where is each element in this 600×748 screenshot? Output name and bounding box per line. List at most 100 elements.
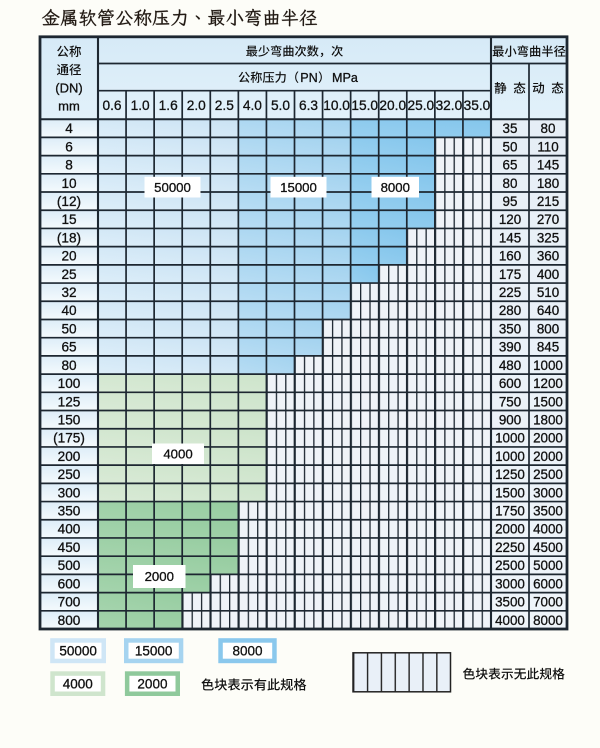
svg-text:15000: 15000 [135, 644, 173, 659]
svg-text:390: 390 [499, 340, 521, 355]
svg-text:400: 400 [537, 267, 559, 282]
svg-text:2000: 2000 [495, 522, 525, 537]
svg-text:1750: 1750 [495, 504, 525, 519]
svg-text:32: 32 [61, 285, 76, 300]
svg-text:120: 120 [499, 212, 521, 227]
svg-text:6000: 6000 [533, 576, 563, 591]
svg-text:2000: 2000 [137, 676, 167, 691]
svg-text:250: 250 [58, 467, 81, 482]
svg-text:350: 350 [499, 321, 521, 336]
svg-text:95: 95 [503, 194, 518, 209]
svg-text:35: 35 [503, 121, 518, 136]
svg-text:6.3: 6.3 [299, 98, 318, 113]
svg-text:25: 25 [61, 267, 76, 282]
svg-text:80: 80 [541, 121, 556, 136]
svg-text:1200: 1200 [533, 376, 563, 391]
svg-text:800: 800 [58, 613, 81, 628]
svg-text:1.6: 1.6 [159, 98, 178, 113]
svg-text:4000: 4000 [495, 613, 525, 628]
svg-text:80: 80 [61, 358, 77, 373]
svg-text:600: 600 [499, 376, 521, 391]
svg-text:640: 640 [537, 303, 559, 318]
svg-text:1800: 1800 [533, 412, 563, 427]
svg-text:125: 125 [58, 394, 81, 409]
svg-text:mm: mm [58, 99, 80, 114]
svg-text:50: 50 [61, 321, 77, 336]
svg-text:32.0: 32.0 [436, 98, 463, 113]
svg-text:2000: 2000 [533, 449, 563, 464]
svg-text:225: 225 [499, 285, 521, 300]
svg-text:80: 80 [503, 176, 518, 191]
svg-text:4000: 4000 [533, 522, 563, 537]
svg-text:MPa: MPa [332, 71, 358, 85]
svg-text:50: 50 [503, 139, 518, 154]
svg-text:40: 40 [61, 303, 77, 318]
svg-text:100: 100 [58, 376, 81, 391]
svg-text:4500: 4500 [533, 540, 563, 555]
svg-text:1000: 1000 [495, 449, 525, 464]
svg-text:1500: 1500 [495, 485, 525, 500]
svg-text:350: 350 [58, 504, 81, 519]
svg-text:3000: 3000 [495, 576, 525, 591]
svg-text:450: 450 [58, 540, 81, 555]
svg-text:(18): (18) [57, 230, 81, 245]
svg-text:325: 325 [537, 230, 559, 245]
svg-text:1250: 1250 [495, 467, 525, 482]
svg-text:4000: 4000 [63, 676, 93, 691]
svg-text:15: 15 [61, 212, 76, 227]
svg-text:65: 65 [61, 340, 76, 355]
svg-text:270: 270 [537, 212, 559, 227]
svg-text:65: 65 [503, 158, 518, 173]
svg-text:35.0: 35.0 [464, 98, 491, 113]
svg-text:1000: 1000 [533, 358, 563, 373]
svg-text:5.0: 5.0 [271, 98, 290, 113]
svg-text:845: 845 [537, 340, 559, 355]
svg-text:15.0: 15.0 [351, 98, 378, 113]
svg-text:20: 20 [61, 249, 77, 264]
svg-text:2.5: 2.5 [215, 98, 234, 113]
svg-text:145: 145 [499, 230, 521, 245]
svg-text:300: 300 [58, 485, 81, 500]
svg-text:150: 150 [58, 412, 81, 427]
svg-text:(12): (12) [57, 194, 81, 209]
svg-text:PN: PN [300, 71, 318, 85]
svg-text:1.0: 1.0 [131, 98, 150, 113]
svg-text:900: 900 [499, 412, 521, 427]
svg-text:4.0: 4.0 [243, 98, 262, 113]
svg-text:10.0: 10.0 [323, 98, 350, 113]
svg-text:160: 160 [499, 249, 521, 264]
svg-text:800: 800 [537, 321, 559, 336]
svg-text:280: 280 [499, 303, 521, 318]
svg-text:400: 400 [58, 522, 81, 537]
svg-text:3500: 3500 [495, 595, 525, 610]
svg-text:2250: 2250 [495, 540, 525, 555]
svg-text:2500: 2500 [495, 558, 525, 573]
svg-text:2000: 2000 [145, 569, 174, 584]
svg-text:360: 360 [537, 249, 559, 264]
svg-text:25.0: 25.0 [407, 98, 434, 113]
svg-text:(DN): (DN) [55, 81, 82, 96]
svg-text:1000: 1000 [495, 431, 525, 446]
svg-text:600: 600 [58, 576, 81, 591]
svg-text:5000: 5000 [533, 558, 563, 573]
svg-text:700: 700 [58, 595, 81, 610]
svg-text:50000: 50000 [59, 644, 97, 659]
svg-text:2500: 2500 [533, 467, 563, 482]
svg-text:2000: 2000 [533, 431, 563, 446]
svg-text:750: 750 [499, 394, 521, 409]
svg-text:10: 10 [61, 176, 77, 191]
svg-text:500: 500 [58, 558, 81, 573]
svg-text:50000: 50000 [154, 180, 191, 195]
svg-text:0.6: 0.6 [103, 98, 122, 113]
svg-text:8000: 8000 [533, 613, 563, 628]
svg-text:2.0: 2.0 [187, 98, 206, 113]
svg-text:4: 4 [65, 121, 73, 136]
svg-text:480: 480 [499, 358, 521, 373]
svg-text:20.0: 20.0 [379, 98, 406, 113]
svg-text:7000: 7000 [533, 595, 563, 610]
svg-text:175: 175 [499, 267, 521, 282]
svg-text:8000: 8000 [232, 644, 262, 659]
svg-text:8: 8 [65, 158, 73, 173]
svg-text:4000: 4000 [163, 446, 192, 461]
svg-text:1500: 1500 [533, 394, 563, 409]
